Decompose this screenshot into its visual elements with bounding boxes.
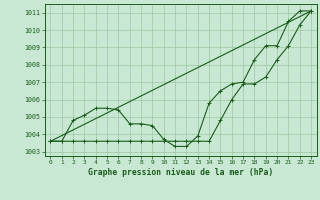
X-axis label: Graphe pression niveau de la mer (hPa): Graphe pression niveau de la mer (hPa) xyxy=(88,168,273,177)
